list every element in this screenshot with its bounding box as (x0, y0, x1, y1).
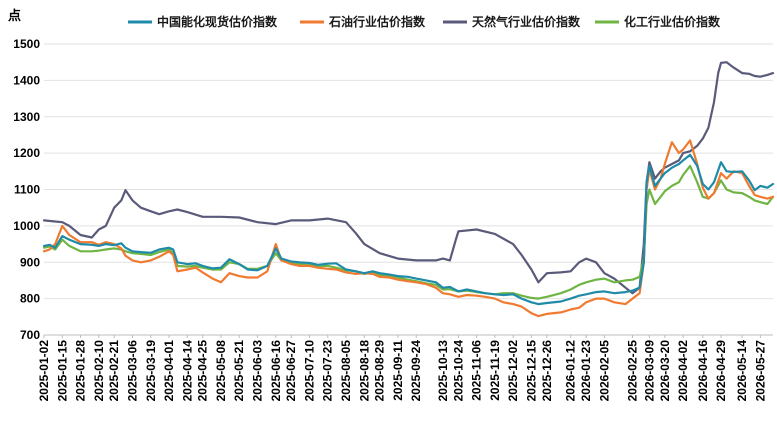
x-tick-label: 2025-05-21 (232, 340, 246, 402)
x-tick-label: 2025-02-10 (92, 340, 106, 402)
y-tick-label: 1100 (14, 183, 40, 197)
x-tick-label: 2025-08-18 (357, 340, 371, 402)
x-tick-label: 2026-01-23 (579, 340, 593, 402)
series-group (42, 61, 775, 318)
series-line-0 (42, 153, 775, 306)
y-tick-label: 1000 (13, 219, 40, 233)
x-tick-label: 2025-03-06 (125, 340, 139, 402)
x-tick-label: 2025-09-11 (391, 340, 405, 401)
x-tick-label: 2026-04-29 (714, 340, 728, 402)
x-tick-label: 2025-09-24 (409, 340, 423, 402)
series-line-3 (42, 164, 775, 300)
x-tick-label: 2026-02-25 (626, 340, 640, 402)
series-line-1 (42, 139, 775, 318)
x-tick-label: 2025-11-19 (488, 340, 502, 401)
x-tick-label: 2025-06-03 (251, 340, 265, 402)
legend-label-3: 化工行业估价指数 (624, 14, 721, 29)
x-tick-label: 2025-04-25 (196, 340, 210, 402)
x-tick-label: 2026-04-16 (696, 340, 710, 402)
y-tick-label: 900 (20, 255, 40, 269)
legend-label-1: 石油行业估价指数 (328, 14, 426, 29)
x-tick-label: 2025-01-28 (74, 340, 88, 402)
x-tick-label: 2025-12-02 (506, 340, 520, 402)
x-tick-label: 2025-05-08 (214, 340, 228, 402)
y-tick-label: 800 (20, 292, 40, 306)
y-axis-unit-label: 点 (8, 8, 21, 23)
x-tick-label: 2025-08-05 (339, 340, 353, 402)
x-tick-label: 2025-07-23 (321, 340, 335, 402)
x-tick-label: 2026-04-02 (676, 340, 690, 402)
x-tick-label: 2025-01-15 (55, 340, 69, 402)
x-tick-label: 2025-02-21 (107, 340, 121, 402)
x-tick-label: 2026-05-14 (735, 340, 749, 402)
x-tick-label: 2025-04-01 (162, 340, 176, 402)
legend: 中国能化现货估价指数 石油行业估价指数 天然气行业估价指数 化工行业估价指数 (128, 14, 721, 29)
x-tick-label: 2026-02-05 (597, 340, 611, 402)
x-tick-label: 2025-10-13 (436, 340, 450, 402)
x-tick-label: 2025-12-26 (540, 340, 554, 402)
y-tick-label: 700 (20, 328, 40, 342)
y-tick-label: 1300 (13, 110, 40, 124)
y-tick-label: 1200 (13, 146, 40, 160)
x-tick-label: 2026-03-20 (658, 340, 672, 402)
x-tick-label: 2025-06-16 (269, 340, 283, 402)
y-axis: 700 800 900 1000 1100 1200 1300 1400 1500 (13, 37, 40, 342)
x-tick-label: 2026-05-27 (753, 340, 767, 402)
y-tick-label: 1500 (13, 37, 40, 51)
x-tick-label: 2025-11-06 (470, 340, 484, 401)
x-tick-label: 2025-10-24 (451, 340, 465, 402)
x-tick-label: 2026-03-09 (642, 340, 656, 402)
x-tick-label: 2025-06-27 (284, 340, 298, 402)
x-tick-label: 2025-07-10 (302, 340, 316, 402)
x-tick-label: 2025-01-02 (37, 340, 51, 402)
series-line-2 (42, 61, 775, 295)
x-tick-label: 2025-04-14 (180, 340, 194, 402)
legend-label-2: 天然气行业估价指数 (472, 14, 581, 29)
x-axis: 2025-01-02 2025-01-15 2025-01-28 2025-02-10… (37, 335, 767, 401)
x-tick-label: 2025-03-19 (144, 340, 158, 402)
legend-label-0: 中国能化现货估价指数 (157, 14, 278, 29)
x-tick-label: 2026-01-12 (564, 340, 578, 402)
x-tick-label: 2025-08-29 (373, 340, 387, 402)
x-tick-label: 2025-12-15 (524, 340, 538, 402)
y-tick-label: 1400 (13, 73, 40, 87)
grid-lines (44, 43, 773, 336)
